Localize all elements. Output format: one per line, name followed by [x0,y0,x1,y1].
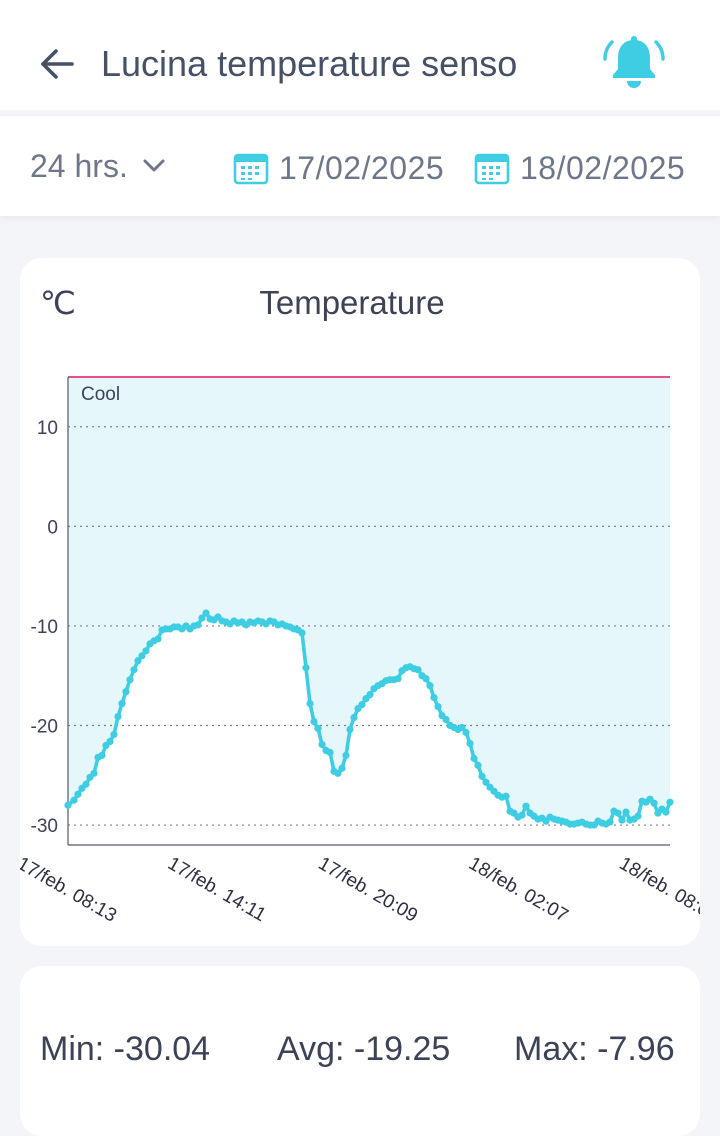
temperature-point [326,748,334,756]
temperature-point [118,700,126,708]
temperature-point [334,769,342,777]
temperature-point [74,790,82,798]
temperature-point [202,609,210,617]
temperature-point [622,808,630,816]
below-line-fill [68,612,670,845]
temperature-point [462,728,470,737]
temperature-point [64,801,72,809]
stats-card: Min: -30.04 Avg: -19.25 Max: -7.96 [20,966,700,1136]
start-date-text: 17/02/2025 [279,149,445,186]
back-button[interactable] [38,44,80,84]
calendar-icon [474,153,510,185]
temperature-point [458,723,466,732]
temperature-point [122,688,130,696]
temperature-point [106,737,114,746]
temperature-point [306,700,314,708]
temperature-point [618,816,626,824]
range-label: 24 hrs. [30,147,128,184]
temperature-point [154,635,162,643]
temperature-chart: Cool 10 0 -10 -20 -30 17/feb. 08:13 17/feb. 14:… [20,376,701,927]
x-tick-label: 17/feb. 20:09 [315,853,422,927]
temperature-point [478,772,486,780]
start-date-picker[interactable]: 17/02/2025 [233,146,444,190]
temperature-point [90,769,98,777]
y-tick-label: -30 [31,816,58,837]
temperature-point [302,664,310,672]
temperature-point [134,657,142,665]
y-tick-label: -10 [31,617,58,638]
band-label: Cool [81,384,120,405]
temperature-point [662,808,670,816]
temperature-point [130,666,138,674]
unit-label: ℃ [40,285,76,321]
bell-ringing-icon [603,36,665,88]
temperature-point [422,675,430,683]
temperature-point [310,717,318,726]
temperature-point [518,811,526,819]
y-tick-label: 0 [47,517,58,538]
temperature-point [614,809,622,817]
temperature-point [430,694,438,702]
temperature-point [650,799,658,807]
temperature-point [198,614,206,622]
temperature-chart-card: Cool 10 0 -10 -20 -30 17/feb. 08:13 17/feb. 14:… [20,258,700,946]
temperature-point [194,621,202,629]
y-tick-label: 10 [37,418,58,439]
chart-title: Temperature [259,284,445,321]
temperature-point [126,676,134,684]
temperature-point [434,702,442,711]
temperature-point [474,761,482,769]
y-tick-label: -20 [31,717,58,738]
x-tick-label: 18/feb. 02:07 [465,853,572,927]
temperature-point [466,739,474,748]
temperature-point [142,647,150,655]
end-date-text: 18/02/2025 [520,149,686,186]
arrow-left-icon [41,49,74,79]
temperature-point [470,754,478,762]
temperature-point [314,724,322,733]
x-tick-label: 17/feb. 08:13 [20,853,120,927]
end-date-picker[interactable]: 18/02/2025 [474,146,685,190]
x-tick-label: 18/feb. 08:06 [616,853,701,927]
temperature-point [114,712,122,721]
temperature-point [338,764,346,772]
temperature-point [358,701,366,709]
temperature-point [298,629,306,637]
x-tick-label: 17/feb. 14:11 [164,853,269,926]
temperature-point [110,730,118,739]
app-header: Lucina temperature senso [0,0,720,110]
temperature-point [522,802,530,810]
calendar-icon [233,153,269,185]
temperature-point [666,798,674,806]
temperature-point [346,725,354,734]
alerts-button[interactable] [603,34,665,92]
range-dropdown[interactable]: 24 hrs. [30,144,166,188]
temperature-point [442,715,450,724]
temperature-point [342,751,350,759]
temperature-point [426,682,434,690]
temperature-point [70,796,78,804]
date-filter-bar: 24 hrs. 17/02/2025 18/02/2025 [0,116,720,216]
temperature-point [350,713,358,722]
page-title: Lucina temperature senso [101,43,518,84]
min-value: Min: -30.04 [40,1030,211,1068]
temperature-point [634,812,642,820]
avg-value: Avg: -19.25 [277,1030,451,1068]
temperature-point [394,675,402,683]
temperature-point [366,691,374,699]
temperature-point [98,751,106,759]
temperature-point [482,778,490,786]
temperature-point [138,652,146,660]
chevron-down-icon [143,159,165,172]
temperature-point [414,666,422,674]
max-value: Max: -7.96 [514,1030,675,1068]
temperature-point [82,780,90,788]
temperature-point [318,740,326,749]
temperature-point [606,818,614,826]
temperature-point [502,792,510,800]
